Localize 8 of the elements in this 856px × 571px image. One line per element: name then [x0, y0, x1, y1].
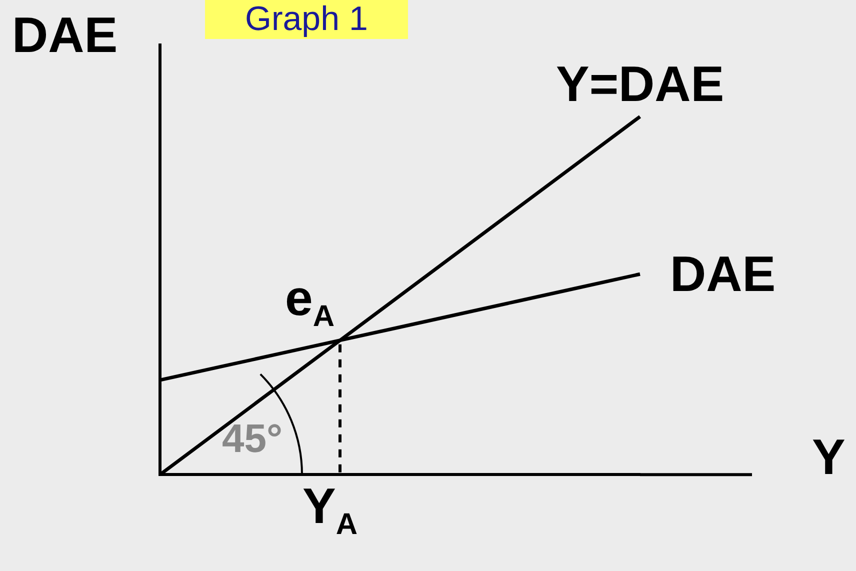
- annotation: e$_{A}$: [285, 269, 334, 334]
- series-label: Y=DAE: [556, 54, 724, 113]
- text: Y$_{A}$: [302, 476, 358, 542]
- chart-title: Graph 1: [205, 0, 408, 39]
- y-axis-title: DAE: [12, 6, 118, 64]
- x-axis-title: Y: [812, 428, 846, 486]
- annotation: 45°: [222, 416, 282, 462]
- series-label: DAE: [670, 245, 776, 304]
